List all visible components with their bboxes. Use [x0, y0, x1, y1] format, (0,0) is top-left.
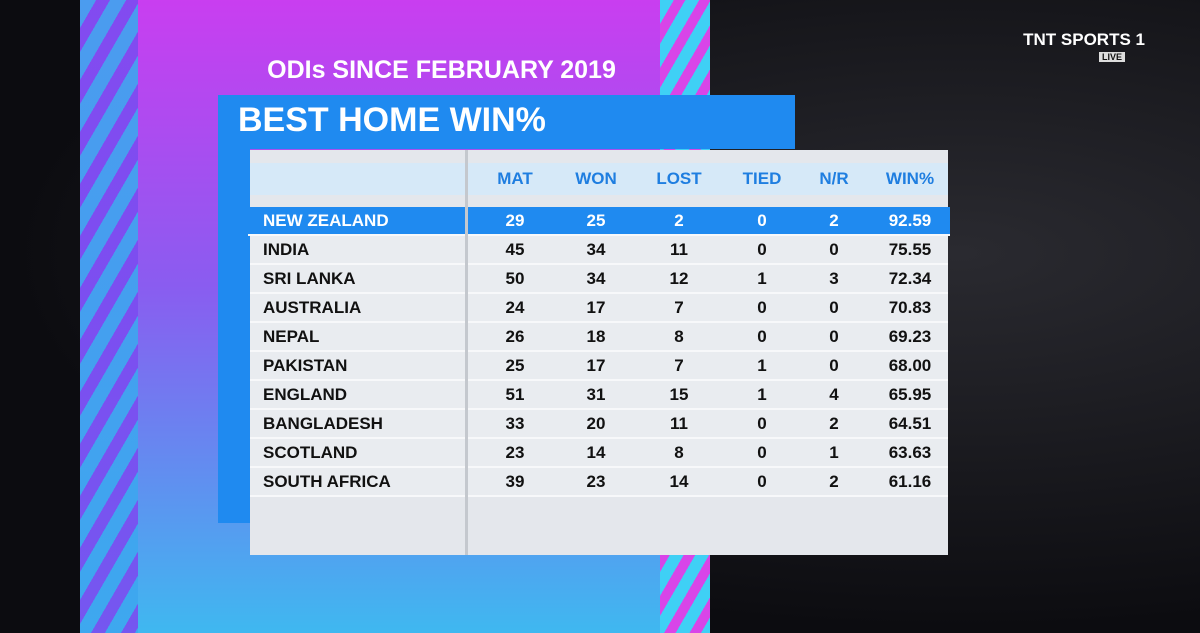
stat-cell: 17 [586, 298, 606, 317]
stat-cell: 25 [505, 356, 525, 375]
column-header: N/R [819, 169, 849, 188]
stat-cell: 24 [505, 298, 525, 317]
table-row [250, 410, 948, 439]
stat-cell: 3 [829, 269, 839, 288]
stat-cell: 0 [829, 240, 839, 259]
stat-cell: 34 [586, 269, 606, 288]
divider [465, 150, 468, 555]
stat-cell: 15 [669, 385, 689, 404]
stat-cell: 23 [586, 472, 606, 491]
team-name: SOUTH AFRICA [263, 472, 391, 491]
stat-cell: 0 [757, 443, 767, 462]
stat-cell: 11 [670, 240, 688, 259]
title-bar [218, 95, 795, 149]
stat-cell: 63.63 [888, 443, 932, 462]
stat-cell: 17 [586, 356, 606, 375]
subtitle: ODIs SINCE FEBRUARY 2019 [267, 56, 616, 84]
table-row [250, 381, 948, 410]
stat-cell: 69.23 [888, 327, 932, 346]
stat-cell: 0 [829, 356, 839, 375]
stat-cell: 2 [674, 211, 684, 230]
table-row [250, 439, 948, 468]
stat-cell: 70.83 [888, 298, 932, 317]
stat-cell: 1 [757, 385, 767, 404]
team-name: PAKISTAN [263, 356, 348, 375]
logo: TNT SPORTS 1 [1023, 30, 1145, 49]
stat-cell: 65.95 [888, 385, 932, 404]
stat-cell: 75.55 [888, 240, 932, 259]
column-header: TIED [742, 169, 782, 188]
stat-cell: 23 [505, 443, 525, 462]
stat-cell: 14 [586, 443, 606, 462]
stat-cell: 7 [674, 356, 684, 375]
stat-cell: 51 [505, 385, 525, 404]
stat-cell: 4 [829, 385, 839, 404]
team-name: INDIA [263, 240, 310, 259]
team-name: NEPAL [263, 327, 320, 346]
stat-cell: 45 [505, 240, 525, 259]
stat-cell: 0 [829, 298, 839, 317]
stat-cell: 72.34 [888, 269, 932, 288]
stat-cell: 25 [586, 211, 606, 230]
team-name: BANGLADESH [263, 414, 383, 433]
column-header: WIN% [885, 169, 935, 188]
stat-cell: 1 [757, 269, 767, 288]
stat-cell: 2 [829, 414, 839, 433]
stat-cell: 20 [586, 414, 606, 433]
table-row [250, 265, 948, 294]
stat-cell: 64.51 [888, 414, 932, 433]
stat-cell: 0 [757, 298, 767, 317]
stat-cell: 1 [757, 356, 767, 375]
stat-cell: 14 [669, 472, 689, 491]
table-row [248, 207, 950, 236]
stat-cell: 2 [829, 472, 839, 491]
stat-cell: 8 [674, 327, 684, 346]
table-row [250, 236, 948, 265]
stat-cell: 0 [757, 472, 767, 491]
stat-cell: 18 [586, 327, 606, 346]
stat-cell: 0 [757, 327, 767, 346]
stat-cell: 92.59 [888, 211, 932, 230]
stat-cell: 50 [505, 269, 525, 288]
team-name: NEW ZEALAND [263, 211, 389, 230]
header-row [250, 163, 948, 195]
column-header: LOST [656, 169, 702, 188]
stat-cell: 0 [829, 327, 839, 346]
accent [218, 148, 250, 523]
team-name: SCOTLAND [263, 443, 358, 462]
stat-cell: 39 [505, 472, 525, 491]
stat-cell: 1 [829, 443, 839, 462]
stat-cell: 0 [757, 211, 767, 230]
stat-cell: 0 [757, 414, 767, 433]
stat-cell: 8 [674, 443, 684, 462]
table-row [250, 323, 948, 352]
title: BEST HOME WIN% [238, 101, 546, 139]
stat-cell: 33 [505, 414, 525, 433]
table-row [250, 468, 948, 497]
stat-cell: 26 [505, 327, 525, 346]
stripe [80, 0, 138, 633]
column-header: MAT [497, 169, 533, 188]
stat-cell: 68.00 [888, 356, 932, 375]
column-header: WON [575, 169, 617, 188]
stat-cell: 61.16 [888, 472, 932, 491]
table-row [250, 294, 948, 323]
stat-cell: 29 [505, 211, 525, 230]
team-name: AUSTRALIA [263, 298, 362, 317]
stat-cell: 34 [586, 240, 606, 259]
stat-cell: 11 [670, 414, 688, 433]
stat-cell: 12 [669, 269, 689, 288]
live-badge: LIVE [1098, 52, 1125, 62]
stat-cell: 7 [674, 298, 684, 317]
stat-cell: 0 [757, 240, 767, 259]
team-name: SRI LANKA [263, 269, 356, 288]
table-row [250, 352, 948, 381]
team-name: ENGLAND [263, 385, 348, 404]
stat-cell: 2 [829, 211, 839, 230]
stat-cell: 31 [586, 385, 606, 404]
